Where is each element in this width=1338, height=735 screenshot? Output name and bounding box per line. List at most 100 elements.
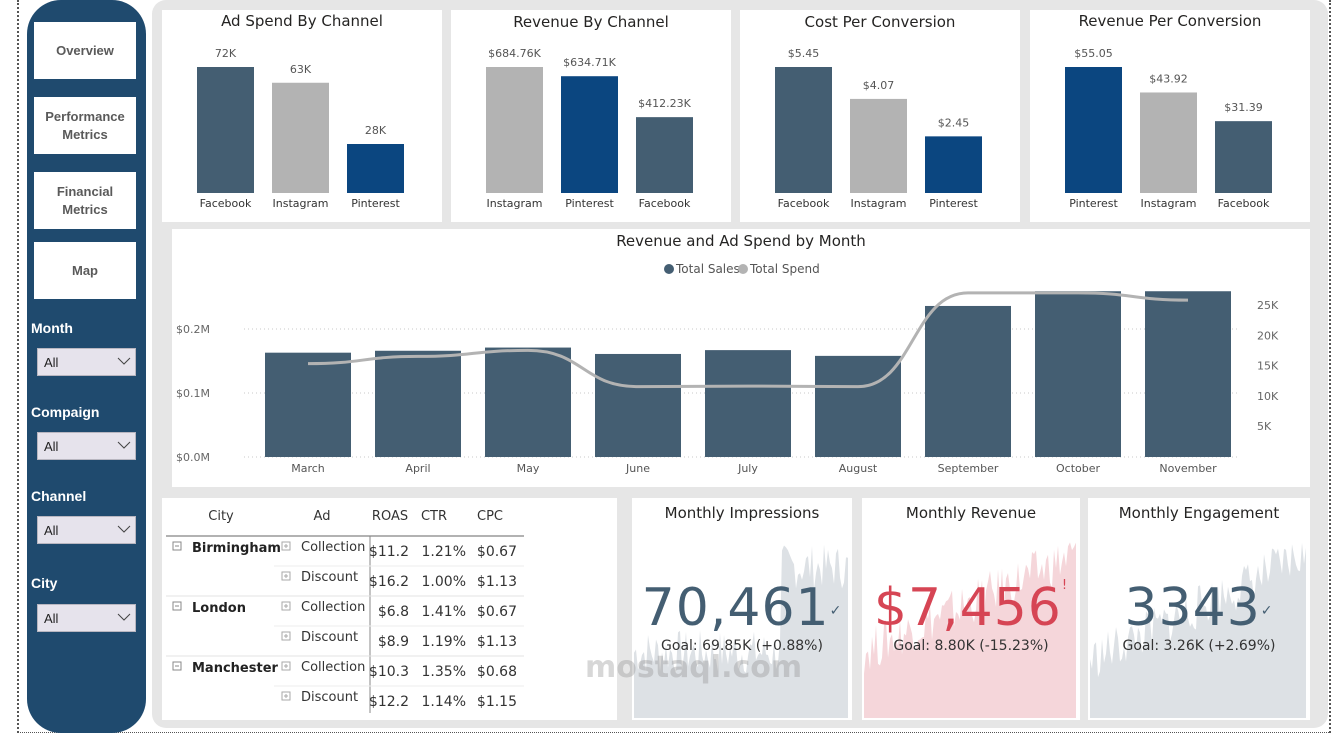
kpi-sparkline-background: [1090, 542, 1306, 718]
column-header[interactable]: ROAS: [372, 509, 408, 524]
category-label: Pinterest: [565, 197, 614, 210]
bar-may[interactable]: [485, 347, 571, 457]
revenue-by-channel-card[interactable]: Revenue By Channel $684.76K Instagram $634…: [451, 10, 731, 222]
sparkline-area: [1090, 542, 1306, 718]
collapse-icon[interactable]: [172, 601, 182, 611]
x-tick-label: October: [1056, 462, 1100, 475]
nav-financial-metrics-button[interactable]: Financial Metrics: [34, 172, 136, 229]
kpi-value-text: 3343: [1124, 578, 1261, 638]
kpi-monthly-engagement[interactable]: Monthly Engagement 3343✓ Goal: 3.26K (+2…: [1088, 498, 1310, 720]
y-right-tick: 15K: [1257, 360, 1279, 373]
data-label: $634.71K: [563, 56, 616, 69]
collapse-icon[interactable]: [172, 541, 182, 551]
x-tick-label: July: [737, 462, 758, 475]
expand-icon[interactable]: [281, 601, 291, 611]
bar-instagram[interactable]: [486, 67, 543, 193]
combo-chart: Total Sales Total Spend $0.0M $0.1M $0.2M 5…: [176, 262, 1279, 475]
ad-cell: Discount: [301, 690, 358, 705]
value-cell: 1.35%: [422, 664, 466, 680]
category-label: Facebook: [639, 197, 691, 210]
data-label: 28K: [365, 124, 387, 137]
revenue-per-conversion-card[interactable]: Revenue Per Conversion $55.05 Pinterest $4…: [1030, 10, 1310, 222]
city-cell: London: [192, 601, 246, 616]
kpi-monthly-revenue[interactable]: Monthly Revenue $7,456! Goal: 8.80K (-15…: [862, 498, 1080, 720]
value-cell: 1.14%: [422, 694, 466, 710]
kpi-title: Monthly Impressions: [664, 504, 820, 522]
category-label: Instagram: [487, 197, 543, 210]
bar-facebook[interactable]: [197, 67, 254, 193]
value-cell: 1.21%: [422, 544, 466, 560]
y-right-tick: 10K: [1257, 390, 1279, 403]
filter-label-campaign: Compaign: [31, 404, 100, 420]
kpi-monthly-impressions[interactable]: Monthly Impressions 70,461✓ Goal: 69.85K…: [632, 498, 852, 720]
chart-title: Revenue By Channel: [513, 13, 669, 31]
legend[interactable]: Total Sales Total Spend: [664, 262, 820, 276]
data-label: $684.76K: [488, 47, 541, 60]
column-header[interactable]: CPC: [477, 509, 503, 524]
bar-june[interactable]: [595, 353, 681, 457]
bar-pinterest[interactable]: [561, 76, 618, 193]
ad-spend-by-channel-card[interactable]: Ad Spend By Channel 72K Facebook 63K Instag…: [162, 10, 442, 222]
column-header[interactable]: CTR: [421, 509, 447, 524]
data-label: 72K: [215, 47, 237, 60]
ad-cell: Collection: [301, 540, 365, 555]
revenue-ad-spend-month-card[interactable]: Revenue and Ad Spend by Month Total Sale…: [172, 229, 1310, 487]
bar-pinterest[interactable]: [925, 136, 982, 193]
data-label: $5.45: [788, 47, 820, 60]
campaign-dropdown[interactable]: All: [37, 432, 136, 460]
bar-instagram[interactable]: [850, 98, 907, 193]
chart-title: Ad Spend By Channel: [221, 12, 383, 30]
expand-icon[interactable]: [281, 541, 291, 551]
expand-icon[interactable]: [281, 631, 291, 641]
collapse-icon[interactable]: [172, 661, 182, 671]
bar-instagram[interactable]: [272, 82, 329, 193]
bar-march[interactable]: [265, 352, 351, 457]
dropdown-value: All: [44, 438, 59, 454]
data-label: 63K: [290, 63, 312, 76]
check-icon: ✓: [1260, 603, 1274, 619]
value-cell: $16.2: [369, 574, 409, 590]
chart-title: Revenue Per Conversion: [1078, 12, 1262, 30]
expand-icon[interactable]: [281, 691, 291, 701]
bar-facebook[interactable]: [1215, 121, 1272, 193]
x-tick-label: April: [405, 462, 430, 475]
value-cell: $8.9: [378, 634, 409, 650]
value-cell: $12.2: [369, 694, 409, 710]
value-cell: $1.15: [477, 694, 517, 710]
nav-performance-metrics-button[interactable]: Performance Metrics: [34, 97, 136, 154]
bar-facebook[interactable]: [775, 67, 832, 193]
column-header[interactable]: Ad: [314, 509, 331, 524]
city-ad-matrix-card[interactable]: City Ad ROAS CTR CPC Birmingham Collection $11.…: [162, 498, 617, 720]
bar-april[interactable]: [375, 350, 461, 457]
bar-november[interactable]: [1145, 291, 1231, 457]
kpi-title: Monthly Engagement: [1118, 504, 1280, 522]
nav-map-button[interactable]: Map: [34, 242, 136, 299]
bar-august[interactable]: [815, 355, 901, 457]
legend-sales-marker: [664, 264, 674, 274]
ad-cell: Collection: [301, 660, 365, 675]
bar-october[interactable]: [1035, 291, 1121, 457]
city-cell: Manchester: [192, 661, 279, 676]
value-cell: $10.3: [369, 664, 409, 680]
cost-per-conversion-card[interactable]: Cost Per Conversion $5.45 Facebook $4.07 In…: [740, 10, 1020, 222]
total-spend-line[interactable]: [307, 291, 1189, 389]
bar-september[interactable]: [925, 305, 1011, 457]
legend-spend-marker: [738, 264, 748, 274]
city-dropdown[interactable]: All: [37, 604, 136, 632]
bar-facebook[interactable]: [636, 117, 693, 193]
expand-icon[interactable]: [281, 571, 291, 581]
bar-july[interactable]: [705, 350, 791, 457]
filter-label-city: City: [31, 575, 58, 591]
channel-dropdown[interactable]: All: [37, 516, 136, 544]
bar-pinterest[interactable]: [1065, 67, 1122, 193]
bar-instagram[interactable]: [1140, 92, 1197, 193]
column-header[interactable]: City: [208, 509, 234, 524]
value-cell: $0.68: [477, 664, 517, 680]
month-dropdown[interactable]: All: [37, 348, 136, 376]
category-label: Facebook: [778, 197, 830, 210]
expand-icon[interactable]: [281, 661, 291, 671]
x-tick-label: June: [625, 462, 650, 475]
y-left-tick: $0.2M: [176, 323, 210, 336]
bar-pinterest[interactable]: [347, 144, 404, 193]
nav-overview-button[interactable]: Overview: [34, 22, 136, 79]
